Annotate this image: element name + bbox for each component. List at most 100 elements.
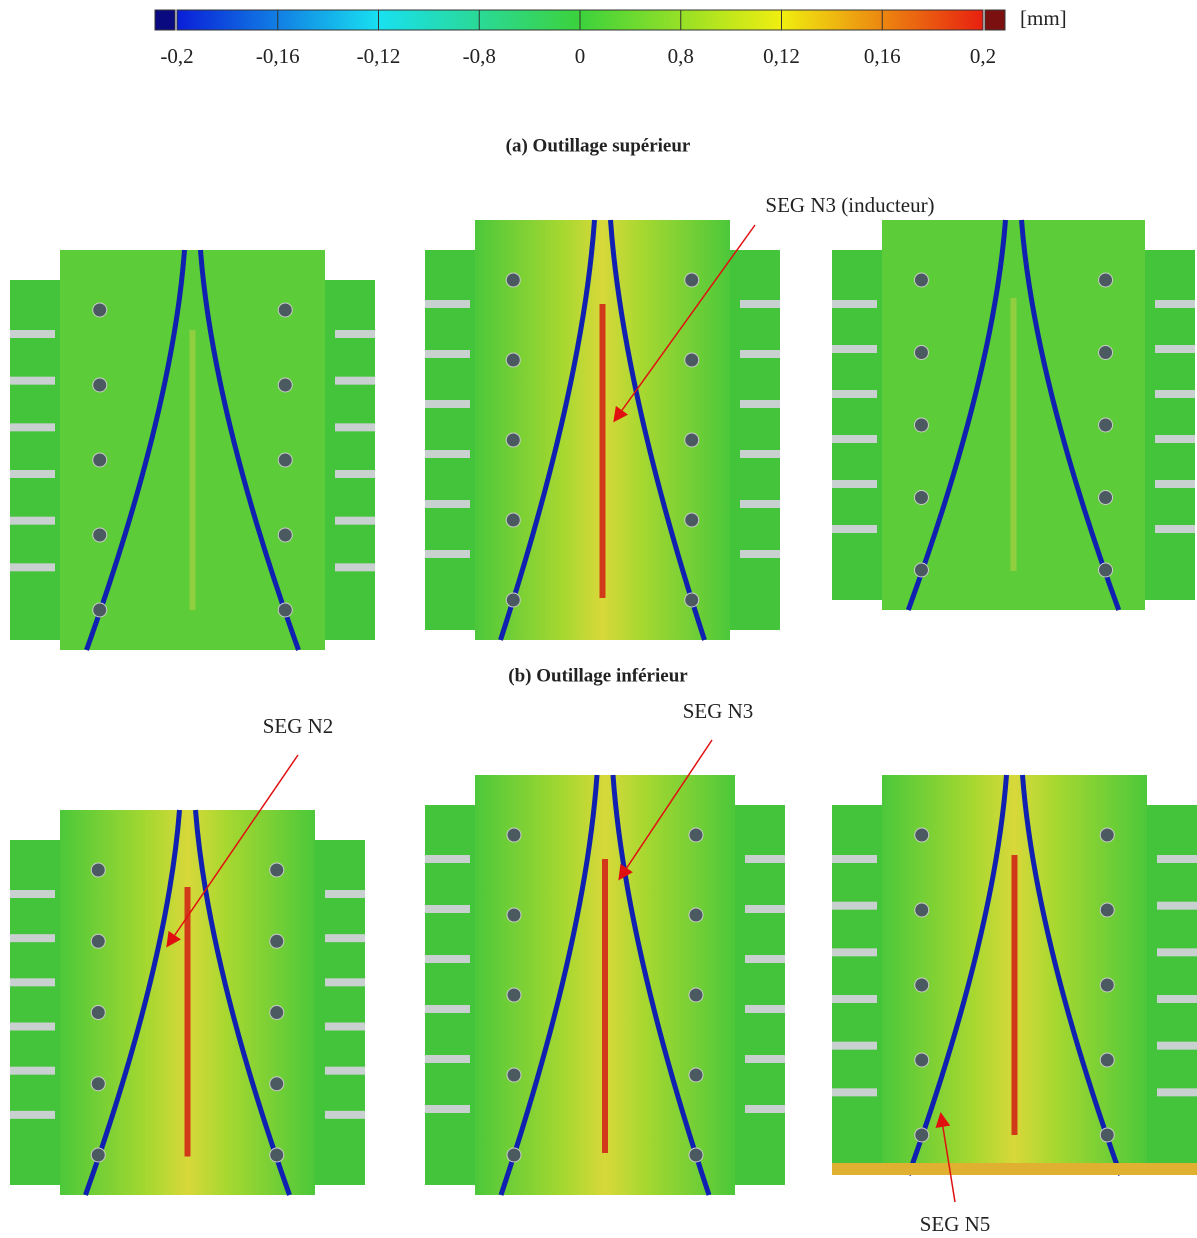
rail xyxy=(425,500,470,508)
scans xyxy=(10,219,1197,1196)
rail xyxy=(745,1005,785,1013)
rail xyxy=(832,855,877,863)
hole xyxy=(684,432,700,448)
rail xyxy=(832,948,877,957)
rail xyxy=(425,1105,470,1113)
rail xyxy=(832,345,877,353)
hole xyxy=(688,987,704,1003)
groove xyxy=(83,809,182,1196)
rail xyxy=(1157,995,1197,1003)
hole xyxy=(277,452,293,468)
hole xyxy=(90,1147,106,1163)
rail xyxy=(740,300,780,308)
rail xyxy=(832,995,877,1003)
rail xyxy=(10,1022,55,1031)
scan xyxy=(10,809,365,1196)
rail xyxy=(425,905,470,913)
hole xyxy=(277,602,293,618)
groove xyxy=(610,774,712,1196)
scan xyxy=(425,219,780,641)
ridge xyxy=(1010,298,1017,571)
hole xyxy=(688,827,704,843)
rail xyxy=(740,450,780,458)
hole xyxy=(90,862,106,878)
hole xyxy=(913,345,929,360)
hole xyxy=(913,272,929,288)
colorbar-tick-label: 0,16 xyxy=(864,44,901,68)
groove xyxy=(498,219,597,641)
hole xyxy=(1098,417,1114,433)
hole xyxy=(92,602,108,618)
rail xyxy=(1155,525,1195,533)
rail xyxy=(832,901,877,910)
colorbar-tick-label: -0,16 xyxy=(256,44,300,68)
annotation: SEG N3 (inducteur) xyxy=(765,193,934,217)
rail xyxy=(832,1088,877,1097)
rail xyxy=(10,516,55,525)
hole xyxy=(1099,902,1115,918)
groove xyxy=(1019,219,1122,611)
hole xyxy=(90,933,106,949)
annotation-arrow xyxy=(613,224,756,423)
caption: (b) Outillage inférieur xyxy=(508,665,688,686)
hole xyxy=(505,432,521,448)
ridge xyxy=(1011,855,1018,1135)
scan xyxy=(425,774,785,1196)
hole xyxy=(684,272,700,288)
rail xyxy=(10,890,55,898)
colorbar-high xyxy=(984,9,1006,31)
scan xyxy=(832,774,1197,1176)
hole xyxy=(269,862,285,878)
rail xyxy=(335,423,375,432)
hole xyxy=(92,452,108,468)
edge xyxy=(832,1163,1197,1175)
rail xyxy=(1155,345,1195,353)
rail xyxy=(1157,901,1197,910)
rail xyxy=(745,955,785,963)
rail xyxy=(10,376,55,385)
annotation: SEG N5 xyxy=(920,1212,991,1236)
rail xyxy=(832,480,877,488)
hole xyxy=(90,1005,106,1020)
scan xyxy=(832,219,1195,611)
scan xyxy=(10,249,375,651)
hole xyxy=(269,933,285,949)
hole xyxy=(92,527,108,543)
rail xyxy=(832,525,877,533)
hole xyxy=(684,592,700,608)
hole xyxy=(684,512,700,528)
rail xyxy=(425,400,470,408)
rail xyxy=(335,516,375,525)
hole xyxy=(269,1147,285,1163)
rail xyxy=(425,855,470,863)
rail xyxy=(325,934,365,943)
rail xyxy=(335,330,375,338)
groove xyxy=(84,249,187,651)
hole xyxy=(1098,562,1114,578)
hole xyxy=(505,352,521,368)
hole xyxy=(506,1067,522,1083)
rail xyxy=(832,300,877,308)
hole xyxy=(90,1076,106,1092)
hole xyxy=(277,377,293,393)
hole xyxy=(913,490,929,505)
rail xyxy=(10,330,55,338)
rail xyxy=(745,1055,785,1063)
annotation: SEG N2 xyxy=(263,714,334,738)
rail xyxy=(1155,480,1195,488)
rail xyxy=(335,376,375,385)
rail xyxy=(740,350,780,358)
groove xyxy=(498,774,600,1196)
colorbar-tick-label: -0,12 xyxy=(357,44,401,68)
rail xyxy=(325,890,365,898)
hole xyxy=(914,827,930,843)
colorbar-tick-label: 0,8 xyxy=(668,44,694,68)
rail xyxy=(745,855,785,863)
hole xyxy=(506,827,522,843)
hole xyxy=(269,1005,285,1020)
hole xyxy=(913,562,929,578)
hole xyxy=(506,1147,522,1163)
colorbar-low xyxy=(154,9,176,31)
rail xyxy=(335,470,375,478)
